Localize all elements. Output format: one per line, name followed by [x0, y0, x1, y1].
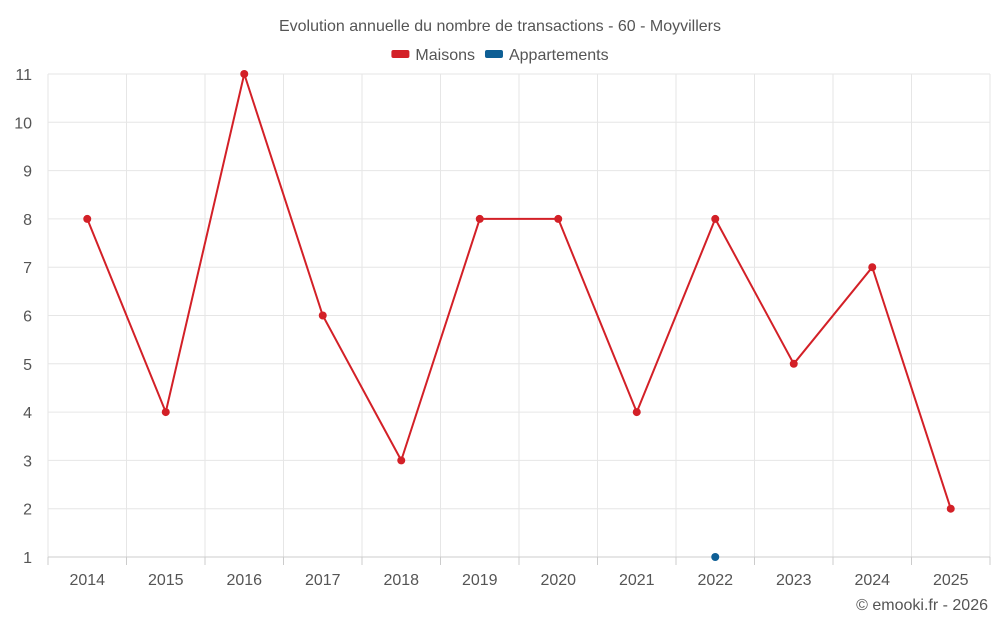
legend-item[interactable]: Appartements — [484, 47, 609, 64]
data-point[interactable] — [161, 408, 170, 417]
y-tick-label: 1 — [23, 550, 32, 567]
y-tick-label: 6 — [23, 309, 32, 326]
y-tick-label: 5 — [23, 357, 32, 374]
data-point[interactable] — [632, 408, 641, 417]
legend-swatch — [391, 50, 410, 58]
axes: 2014 2015 2016 2017 2018 2019 2020 2021 2022 2023… — [14, 67, 991, 589]
y-tick-label: 4 — [23, 405, 32, 422]
x-tick-label: 2016 — [226, 572, 262, 589]
data-point[interactable] — [789, 359, 798, 368]
legend-label: Appartements — [509, 47, 609, 64]
x-tick-label: 2024 — [854, 572, 890, 589]
data-point[interactable] — [397, 456, 406, 465]
x-tick-label: 2021 — [619, 572, 655, 589]
data-point[interactable] — [240, 70, 249, 78]
x-tick-label: 2014 — [69, 572, 105, 589]
y-tick-label: 8 — [23, 212, 32, 229]
grid — [47, 73, 991, 558]
data-point[interactable] — [711, 214, 720, 223]
x-tick-label: 2017 — [305, 572, 341, 589]
data-point[interactable] — [868, 263, 877, 272]
y-tick-label: 10 — [14, 115, 32, 132]
data-point[interactable] — [318, 311, 327, 320]
legend: Maisons Appartements — [391, 47, 609, 64]
data-point[interactable] — [83, 214, 92, 223]
data-point[interactable] — [475, 214, 484, 223]
credit-text: © emooki.fr - 2026 — [856, 597, 988, 614]
series-layer — [83, 70, 955, 561]
y-tick-label: 11 — [15, 67, 32, 84]
x-tick-label: 2018 — [383, 572, 419, 589]
x-tick-label: 2025 — [933, 572, 969, 589]
legend-swatch — [484, 50, 503, 58]
y-tick-label: 9 — [23, 164, 32, 181]
y-tick-label: 2 — [23, 502, 32, 519]
series-appartements — [711, 553, 720, 561]
y-tick-label: 7 — [23, 260, 32, 277]
legend-label: Maisons — [415, 47, 475, 64]
legend-item[interactable]: Maisons — [391, 47, 475, 64]
x-tick-label: 2020 — [540, 572, 576, 589]
data-point[interactable] — [554, 214, 563, 223]
data-point[interactable] — [946, 504, 955, 513]
x-tick-label: 2022 — [697, 572, 733, 589]
chart-title: Evolution annuelle du nombre de transact… — [279, 18, 721, 35]
x-tick-label: 2023 — [776, 572, 812, 589]
data-point[interactable] — [711, 553, 720, 561]
series-line — [86, 70, 952, 510]
x-tick-label: 2019 — [462, 572, 498, 589]
series-maisons — [83, 70, 955, 513]
y-tick-label: 3 — [23, 453, 32, 470]
x-tick-label: 2015 — [148, 572, 184, 589]
